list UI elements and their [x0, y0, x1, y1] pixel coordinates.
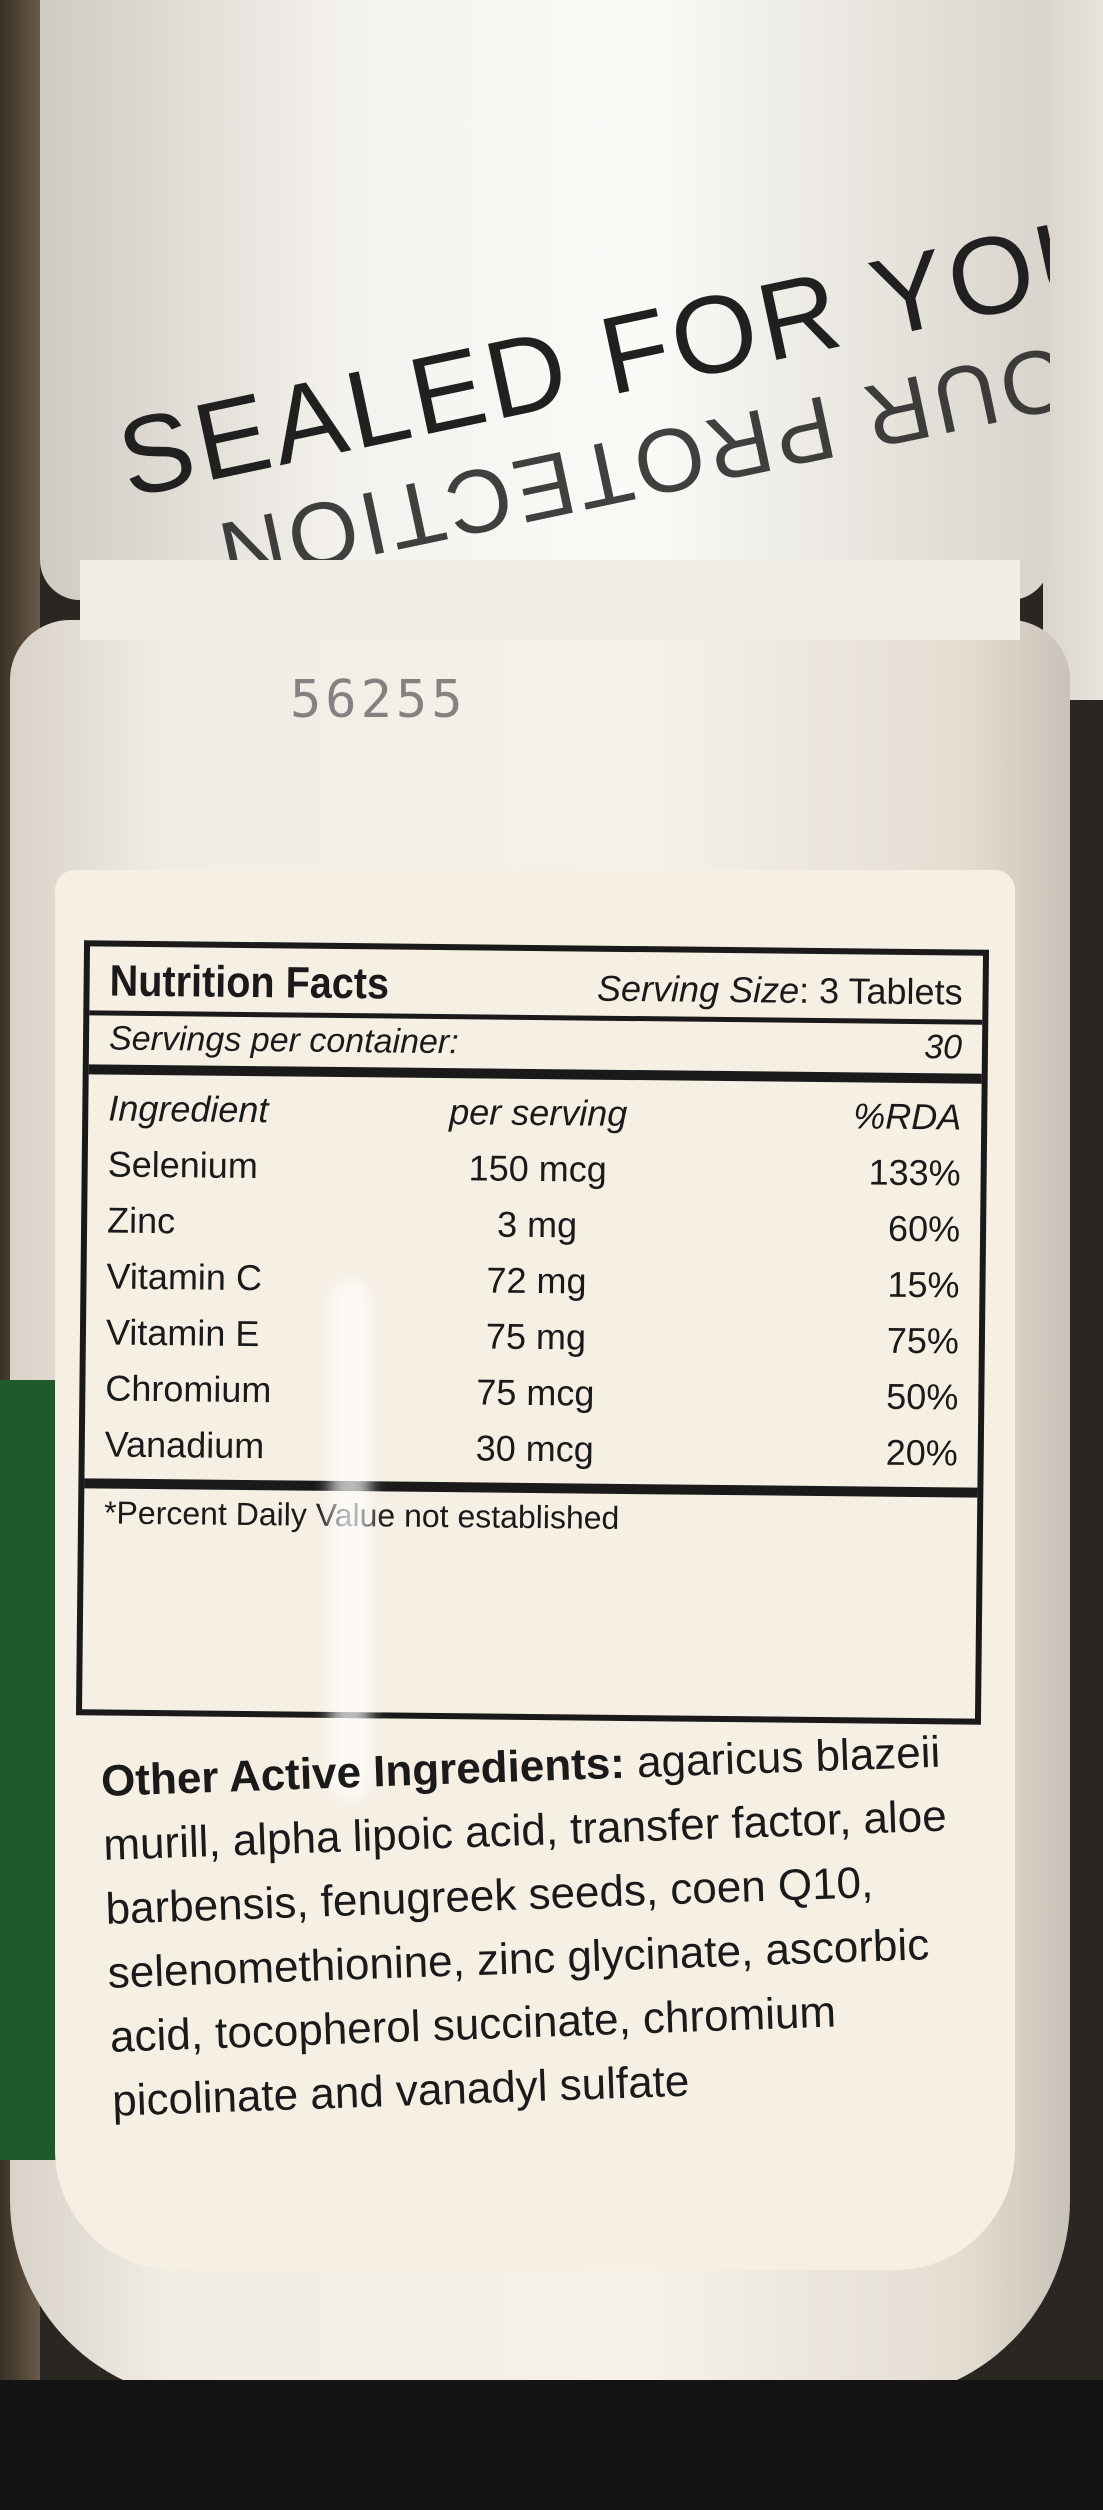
surface-shadow	[0, 2380, 1103, 2510]
facts-title: Nutrition Facts	[109, 956, 390, 1009]
bottle-neck	[80, 560, 1020, 640]
nutrition-facts-panel: Nutrition Facts Serving Size: 3 Tablets …	[75, 940, 990, 1725]
header-ingredient: Ingredient	[108, 1087, 269, 1131]
header-rda: %RDA	[853, 1095, 962, 1138]
cell-amount: 75 mg	[485, 1315, 587, 1358]
table-row: Vanadium 30 mcg 20%	[105, 1417, 959, 1482]
table-row: Zinc 3 mg 60%	[107, 1193, 961, 1258]
table-row: Selenium 150 mcg 133%	[107, 1137, 961, 1202]
cell-rda: 60%	[887, 1207, 961, 1250]
bottle-cap-seal: SEALED FOR YOUR PROTECTION SEALED FOR YO…	[40, 0, 1050, 600]
light-glare	[330, 1280, 370, 1800]
cell-ingredient: Zinc	[106, 1199, 176, 1242]
table-row: Chromium 75 mcg 50%	[105, 1361, 959, 1426]
serving-size-value: : 3 Tablets	[798, 969, 963, 1013]
cell-rda: 50%	[886, 1375, 959, 1418]
cell-rda: 15%	[887, 1263, 960, 1306]
cell-amount: 30 mcg	[475, 1427, 595, 1470]
cell-rda: 133%	[868, 1151, 961, 1194]
table-header: Ingredient per serving %RDA	[108, 1081, 962, 1146]
table-row: Vitamin C 72 mg 15%	[106, 1249, 960, 1314]
other-ingredients: Other Active Ingredients: agaricus blaze…	[100, 1719, 993, 2133]
other-ingredients-label: Other Active Ingredients:	[100, 1738, 626, 1806]
background-right	[1043, 0, 1103, 700]
cell-amount: 3 mg	[496, 1203, 578, 1246]
table-row: Vitamin E 75 mg 75%	[106, 1305, 960, 1370]
header-per-serving: per serving	[449, 1091, 628, 1134]
cell-amount: 72 mg	[486, 1259, 587, 1302]
product-label	[55, 870, 1015, 2270]
footnote: *Percent Daily Value not established	[103, 1494, 620, 1536]
cell-rda: 20%	[885, 1431, 958, 1474]
serving-size-label: Serving Size	[596, 967, 800, 1011]
servings-value: 30	[923, 1028, 963, 1067]
lot-code: 56255	[290, 670, 467, 730]
serving-size: Serving Size: 3 Tablets	[597, 968, 963, 1014]
cell-amount: 75 mcg	[476, 1371, 595, 1414]
cell-ingredient: Selenium	[107, 1143, 259, 1187]
servings-label: Servings per container:	[108, 1019, 459, 1062]
cell-rda: 75%	[886, 1319, 960, 1362]
cell-amount: 150 mcg	[468, 1147, 607, 1190]
